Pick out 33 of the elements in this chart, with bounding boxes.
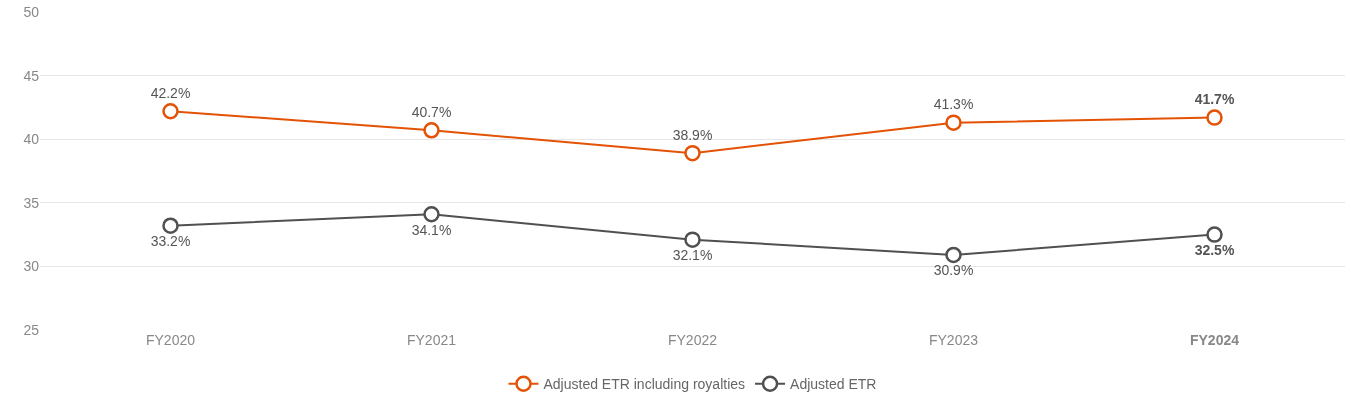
data-label: 40.7% [411, 104, 452, 121]
legend-label: Adjusted ETR [790, 376, 877, 393]
point [162, 102, 179, 120]
y-tick-label: 30 [23, 258, 40, 275]
y-tick-label: 45 [23, 67, 40, 84]
point [1206, 109, 1223, 126]
x-tick-label: FY2023 [928, 332, 979, 348]
data-label: 30.9% [933, 262, 974, 279]
y-tick-label: 25 [23, 321, 40, 338]
point [684, 144, 701, 162]
y-tick-label: 40 [23, 131, 40, 148]
data-label: 33.2% [150, 232, 191, 249]
x-tick-label: FY2024 [1189, 332, 1240, 348]
y-tick-label: 50 [23, 3, 40, 20]
data-label: 41.7% [1194, 91, 1235, 108]
data-label: 38.9% [672, 126, 713, 143]
point [423, 206, 440, 223]
legend-label: Adjusted ETR including royalties [543, 376, 746, 393]
data-label: 32.5% [1194, 241, 1235, 258]
point [423, 122, 440, 139]
data-label: 41.3% [933, 96, 974, 113]
point [162, 217, 179, 234]
point [1206, 226, 1223, 243]
data-label: 34.1% [411, 221, 452, 238]
y-tick-label: 35 [23, 194, 40, 211]
point [945, 246, 962, 264]
x-tick-label: FY2021 [406, 332, 457, 348]
point [684, 231, 701, 248]
x-tick-label: FY2020 [145, 332, 196, 348]
point [945, 114, 962, 131]
x-tick-label: FY2022 [667, 332, 718, 348]
data-label: 32.1% [672, 246, 713, 263]
data-label: 42.2% [150, 84, 191, 101]
